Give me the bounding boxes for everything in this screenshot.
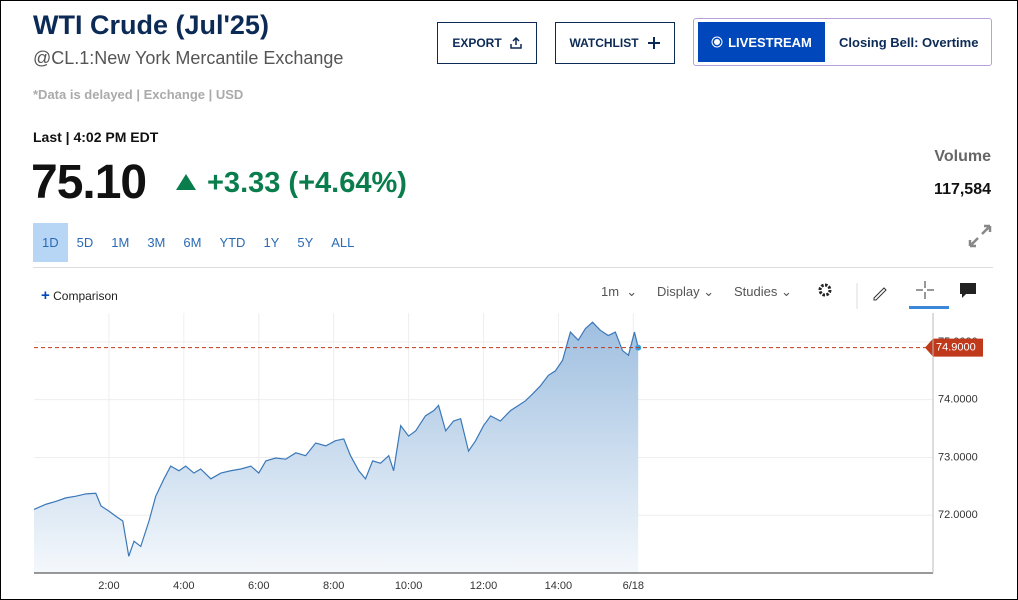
price: 75.10 bbox=[31, 156, 147, 209]
range-tabs: 1D 5D 1M 3M 6M YTD 1Y 5Y ALL bbox=[33, 223, 363, 262]
range-tab[interactable]: 5Y bbox=[297, 235, 314, 250]
interval-menu[interactable]: 1m ⌄ bbox=[601, 284, 638, 299]
x-tick-label: 14:00 bbox=[545, 580, 573, 592]
range-tab[interactable]: 1Y bbox=[263, 235, 280, 250]
x-tick-label: 6/18 bbox=[623, 580, 644, 592]
x-tick-label: 4:00 bbox=[173, 580, 194, 592]
disclaimer: *Data is delayed | Exchange | USD bbox=[33, 87, 244, 102]
x-tick-label: 2:00 bbox=[98, 580, 119, 592]
range-tab[interactable]: ALL bbox=[331, 235, 355, 250]
x-tick-label: 8:00 bbox=[323, 580, 344, 592]
active-underline bbox=[909, 306, 949, 309]
x-tick-label: 6:00 bbox=[248, 580, 269, 592]
export-icon bbox=[509, 37, 522, 49]
livestream-label: LIVESTREAM bbox=[728, 34, 812, 50]
crosshair-icon[interactable] bbox=[916, 281, 934, 299]
last-time: Last | 4:02 PM EDT bbox=[33, 129, 159, 145]
exchange: @CL.1:New York Mercantile Exchange bbox=[33, 48, 344, 68]
range-tab[interactable]: YTD bbox=[219, 235, 246, 250]
livestream-box[interactable]: LIVESTREAM Closing Bell: Overtime bbox=[693, 18, 992, 66]
export-label: EXPORT bbox=[452, 36, 502, 50]
volume: 117,584 bbox=[934, 181, 991, 198]
export-button[interactable]: EXPORT bbox=[437, 22, 537, 64]
plus-icon bbox=[647, 37, 660, 49]
range-tab[interactable]: 1M bbox=[111, 235, 130, 250]
y-tick-label: 73.0000 bbox=[938, 451, 978, 463]
x-tick-label: 12:00 bbox=[470, 580, 498, 592]
area-fill bbox=[34, 322, 639, 573]
draw-icon[interactable] bbox=[873, 287, 887, 301]
watchlist-button[interactable]: WATCHLIST bbox=[555, 22, 675, 64]
display-menu[interactable]: Display ⌄ bbox=[657, 284, 715, 299]
current-price-tag bbox=[925, 338, 983, 357]
price-line bbox=[33, 321, 639, 557]
y-tick-label: 74.0000 bbox=[938, 394, 978, 406]
range-tab[interactable]: 5D bbox=[76, 235, 94, 250]
livestream-button[interactable]: LIVESTREAM bbox=[698, 22, 825, 62]
range-tab[interactable]: 6M bbox=[183, 235, 202, 250]
title: WTI Crude (Jul'25) bbox=[33, 10, 269, 40]
expand-icon[interactable] bbox=[967, 223, 993, 249]
settings-icon[interactable] bbox=[818, 283, 832, 297]
studies-label: Studies bbox=[734, 284, 778, 299]
comment-icon[interactable] bbox=[960, 283, 976, 298]
volume-label: Volume bbox=[934, 148, 991, 165]
range-tab[interactable]: 1D bbox=[33, 223, 68, 262]
tool-icons bbox=[818, 281, 976, 309]
up-arrow bbox=[176, 174, 196, 190]
divider bbox=[33, 267, 993, 268]
comparison-button[interactable]: + Comparison bbox=[41, 287, 118, 304]
current-price-label: 74.9000 bbox=[936, 342, 976, 354]
show-name[interactable]: Closing Bell: Overtime bbox=[839, 35, 979, 50]
interval-label: 1m bbox=[601, 284, 620, 299]
change: +3.33 (+4.64%) bbox=[207, 167, 407, 199]
watchlist-label: WATCHLIST bbox=[569, 36, 639, 50]
display-label: Display bbox=[657, 284, 700, 299]
y-tick-label: 72.0000 bbox=[938, 509, 978, 521]
live-icon bbox=[711, 36, 723, 48]
comparison-label: Comparison bbox=[53, 289, 118, 303]
range-tab[interactable]: 3M bbox=[147, 235, 166, 250]
chart: 2:00 4:00 6:00 8:00 10:00 12:00 14:00 6/18 72.00… bbox=[33, 313, 983, 592]
studies-menu[interactable]: Studies ⌄ bbox=[734, 284, 792, 299]
x-tick-label: 10:00 bbox=[395, 580, 423, 592]
